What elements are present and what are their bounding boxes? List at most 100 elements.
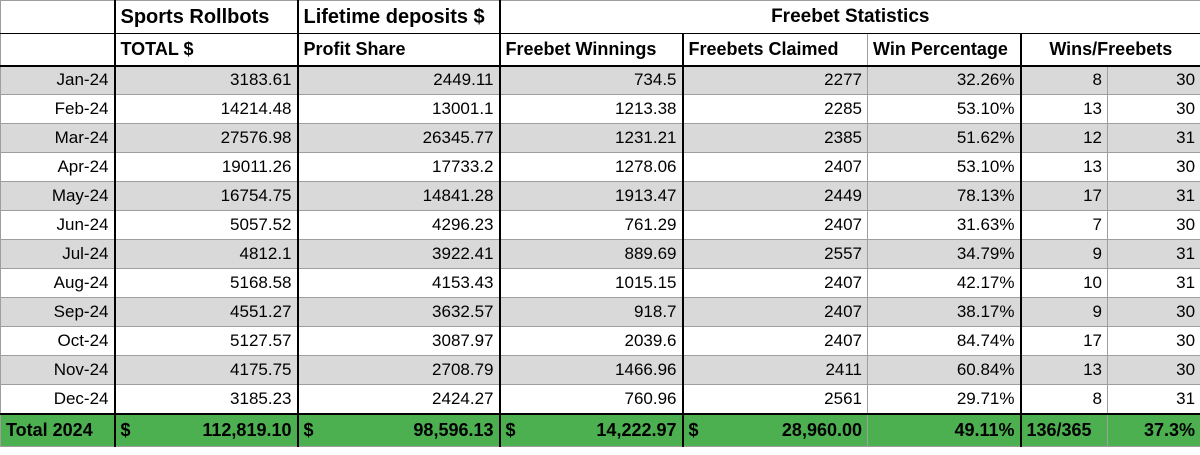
cell-freebet-winnings[interactable]: 1015.15 [498, 268, 683, 298]
cell-wins[interactable]: 13 [1020, 152, 1108, 182]
cell-freebet-winnings[interactable]: 734.5 [498, 65, 683, 95]
cell-profit-share[interactable]: 14841.28 [296, 181, 500, 211]
cell-profit-share[interactable]: 2449.11 [296, 65, 500, 95]
cell-month[interactable]: Sep-24 [0, 297, 115, 327]
cell-freebet-winnings[interactable]: 1231.21 [498, 123, 683, 153]
cell-freebets[interactable]: 30 [1106, 65, 1200, 95]
cell-month[interactable]: Nov-24 [0, 355, 115, 385]
cell-profit-share[interactable]: 3632.57 [296, 297, 500, 327]
cell-freebet-winnings[interactable]: 889.69 [498, 239, 683, 269]
cell-freebets[interactable]: 30 [1106, 326, 1200, 356]
cell-month[interactable]: Dec-24 [0, 384, 115, 414]
cell-freebets[interactable]: 31 [1106, 123, 1200, 153]
cell-month[interactable]: May-24 [0, 181, 115, 211]
total-total-cell[interactable]: $ 112,819.10 [113, 412, 298, 447]
cell-freebets-claimed[interactable]: 2449 [681, 181, 868, 211]
cell-profit-share[interactable]: 3922.41 [296, 239, 500, 269]
subheader-win-percentage[interactable]: Win Percentage [867, 33, 1022, 67]
cell-profit-share[interactable]: 3087.97 [296, 326, 500, 356]
cell-total[interactable]: 3183.61 [113, 65, 298, 95]
cell-win-percentage[interactable]: 34.79% [867, 239, 1022, 269]
cell-freebets[interactable]: 30 [1106, 355, 1200, 385]
cell-freebets-claimed[interactable]: 2407 [681, 152, 868, 182]
total-claimed-cell[interactable]: $ 28,960.00 [681, 412, 868, 447]
cell-total[interactable]: 4175.75 [113, 355, 298, 385]
cell-month[interactable]: Apr-24 [0, 152, 115, 182]
cell-freebets-claimed[interactable]: 2277 [681, 65, 868, 95]
cell-freebets-claimed[interactable]: 2407 [681, 268, 868, 298]
cell-win-percentage[interactable]: 53.10% [867, 152, 1022, 182]
cell-freebets-claimed[interactable]: 2411 [681, 355, 868, 385]
cell-total[interactable]: 4551.27 [113, 297, 298, 327]
cell-win-percentage[interactable]: 31.63% [867, 210, 1022, 240]
cell-freebets[interactable]: 31 [1106, 268, 1200, 298]
cell-month[interactable]: Jan-24 [0, 65, 115, 95]
cell-wins[interactable]: 8 [1020, 65, 1108, 95]
cell-wins[interactable]: 12 [1020, 123, 1108, 153]
cell-wins[interactable]: 17 [1020, 181, 1108, 211]
cell-freebets-claimed[interactable]: 2407 [681, 297, 868, 327]
cell-wins[interactable]: 10 [1020, 268, 1108, 298]
cell-total[interactable]: 4812.1 [113, 239, 298, 269]
subheader-freebet-winnings[interactable]: Freebet Winnings [498, 33, 683, 67]
total-label[interactable]: Total 2024 [0, 412, 115, 447]
cell-total[interactable]: 5168.58 [113, 268, 298, 298]
cell-freebets[interactable]: 30 [1106, 94, 1200, 124]
cell-freebets[interactable]: 31 [1106, 239, 1200, 269]
cell-total[interactable]: 3185.23 [113, 384, 298, 414]
cell-win-percentage[interactable]: 29.71% [867, 384, 1022, 414]
cell-freebet-winnings[interactable]: 760.96 [498, 384, 683, 414]
cell-freebets-claimed[interactable]: 2407 [681, 210, 868, 240]
cell-win-percentage[interactable]: 32.26% [867, 65, 1022, 95]
cell-freebets[interactable]: 30 [1106, 297, 1200, 327]
cell-freebet-winnings[interactable]: 1278.06 [498, 152, 683, 182]
cell-total[interactable]: 27576.98 [113, 123, 298, 153]
cell-wins[interactable]: 9 [1020, 297, 1108, 327]
cell-total[interactable]: 5127.57 [113, 326, 298, 356]
cell-profit-share[interactable]: 26345.77 [296, 123, 500, 153]
subheader-total[interactable]: TOTAL $ [113, 33, 298, 67]
total-wins-ratio[interactable]: 136/365 [1020, 412, 1108, 447]
cell-win-percentage[interactable]: 60.84% [867, 355, 1022, 385]
cell-profit-share[interactable]: 17733.2 [296, 152, 500, 182]
cell-freebet-winnings[interactable]: 918.7 [498, 297, 683, 327]
header-lifetime-deposits[interactable]: Lifetime deposits $ [296, 0, 500, 34]
cell-freebet-winnings[interactable]: 1213.38 [498, 94, 683, 124]
subheader-empty[interactable] [0, 33, 115, 67]
cell-total[interactable]: 14214.48 [113, 94, 298, 124]
cell-month[interactable]: Jun-24 [0, 210, 115, 240]
cell-month[interactable]: Aug-24 [0, 268, 115, 298]
cell-freebet-winnings[interactable]: 2039.6 [498, 326, 683, 356]
cell-wins[interactable]: 8 [1020, 384, 1108, 414]
total-wins-percent[interactable]: 37.3% [1106, 412, 1200, 447]
cell-profit-share[interactable]: 2708.79 [296, 355, 500, 385]
cell-freebets-claimed[interactable]: 2557 [681, 239, 868, 269]
cell-freebet-winnings[interactable]: 1466.96 [498, 355, 683, 385]
cell-win-percentage[interactable]: 78.13% [867, 181, 1022, 211]
total-win-percentage[interactable]: 49.11% [867, 412, 1022, 447]
cell-freebets-claimed[interactable]: 2561 [681, 384, 868, 414]
subheader-profit-share[interactable]: Profit Share [296, 33, 500, 67]
cell-total[interactable]: 16754.75 [113, 181, 298, 211]
header-freebet-statistics[interactable]: Freebet Statistics [498, 0, 1200, 34]
cell-win-percentage[interactable]: 53.10% [867, 94, 1022, 124]
cell-win-percentage[interactable]: 51.62% [867, 123, 1022, 153]
corner-cell[interactable] [0, 0, 115, 34]
cell-wins[interactable]: 13 [1020, 94, 1108, 124]
cell-freebets[interactable]: 31 [1106, 384, 1200, 414]
cell-freebets-claimed[interactable]: 2285 [681, 94, 868, 124]
cell-freebets-claimed[interactable]: 2407 [681, 326, 868, 356]
cell-freebets[interactable]: 31 [1106, 181, 1200, 211]
cell-freebet-winnings[interactable]: 761.29 [498, 210, 683, 240]
cell-wins[interactable]: 7 [1020, 210, 1108, 240]
header-sports-rollbots[interactable]: Sports Rollbots [113, 0, 298, 34]
cell-freebets-claimed[interactable]: 2385 [681, 123, 868, 153]
subheader-freebets-claimed[interactable]: Freebets Claimed [681, 33, 868, 67]
cell-month[interactable]: Jul-24 [0, 239, 115, 269]
cell-win-percentage[interactable]: 38.17% [867, 297, 1022, 327]
cell-total[interactable]: 19011.26 [113, 152, 298, 182]
total-profit-cell[interactable]: $ 98,596.13 [296, 412, 500, 447]
cell-win-percentage[interactable]: 84.74% [867, 326, 1022, 356]
cell-freebets[interactable]: 30 [1106, 152, 1200, 182]
cell-total[interactable]: 5057.52 [113, 210, 298, 240]
